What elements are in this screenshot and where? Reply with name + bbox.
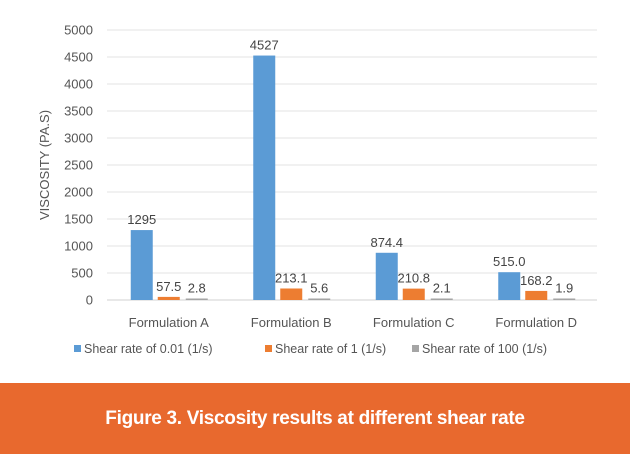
data-label: 515.0 — [493, 254, 526, 269]
bar — [375, 252, 398, 300]
bar — [280, 288, 303, 300]
legend-swatch — [74, 345, 81, 352]
data-label: 4527 — [250, 38, 279, 53]
y-tick-label: 4000 — [64, 77, 93, 92]
x-tick-label: Formulation C — [373, 315, 455, 330]
y-tick-label: 5000 — [64, 23, 93, 38]
bar — [185, 298, 208, 300]
data-label: 2.8 — [188, 281, 206, 296]
legend-label: Shear rate of 1 (1/s) — [275, 342, 386, 356]
y-tick-label: 3500 — [64, 104, 93, 119]
data-label: 213.1 — [275, 270, 308, 285]
y-tick-label: 0 — [86, 293, 93, 308]
x-tick-label: Formulation D — [495, 315, 577, 330]
viscosity-bar-chart: 0 500 1000 1500 2000 2500 3000 3500 4000 4500 5000… — [37, 23, 597, 356]
data-label: 1.9 — [555, 281, 573, 296]
legend-swatch — [265, 345, 272, 352]
legend-label: Shear rate of 0.01 (1/s) — [84, 342, 213, 356]
data-label: 168.2 — [520, 273, 553, 288]
data-label: 874.4 — [370, 235, 403, 250]
legend-label: Shear rate of 100 (1/s) — [422, 342, 547, 356]
bar — [402, 288, 425, 300]
data-label: 5.6 — [310, 281, 328, 296]
y-tick-label: 2500 — [64, 158, 93, 173]
data-label: 210.8 — [397, 271, 430, 286]
bar — [525, 290, 548, 300]
x-tick-label: Formulation A — [129, 315, 210, 330]
bar — [308, 298, 331, 300]
y-tick-label: 1500 — [64, 212, 93, 227]
y-tick-label: 3000 — [64, 131, 93, 146]
bar — [157, 296, 180, 300]
data-label: 1295 — [127, 212, 156, 227]
legend-swatch — [412, 345, 419, 352]
x-tick-label: Formulation B — [251, 315, 332, 330]
data-label: 57.5 — [156, 279, 181, 294]
bar — [553, 298, 576, 300]
bar — [253, 55, 276, 301]
data-label: 2.1 — [433, 281, 451, 296]
figure-caption: Figure 3. Viscosity results at different… — [105, 407, 525, 429]
caption-banner: Figure 3. Viscosity results at different… — [0, 383, 630, 454]
y-tick-label: 2000 — [64, 185, 93, 200]
bar — [130, 230, 153, 300]
y-axis-label: VISCOSITY (PA.S) — [37, 110, 52, 220]
y-tick-label: 1000 — [64, 239, 93, 254]
y-tick-label: 500 — [71, 266, 93, 281]
y-tick-label: 4500 — [64, 50, 93, 65]
bar — [430, 298, 453, 300]
bar — [498, 272, 521, 300]
